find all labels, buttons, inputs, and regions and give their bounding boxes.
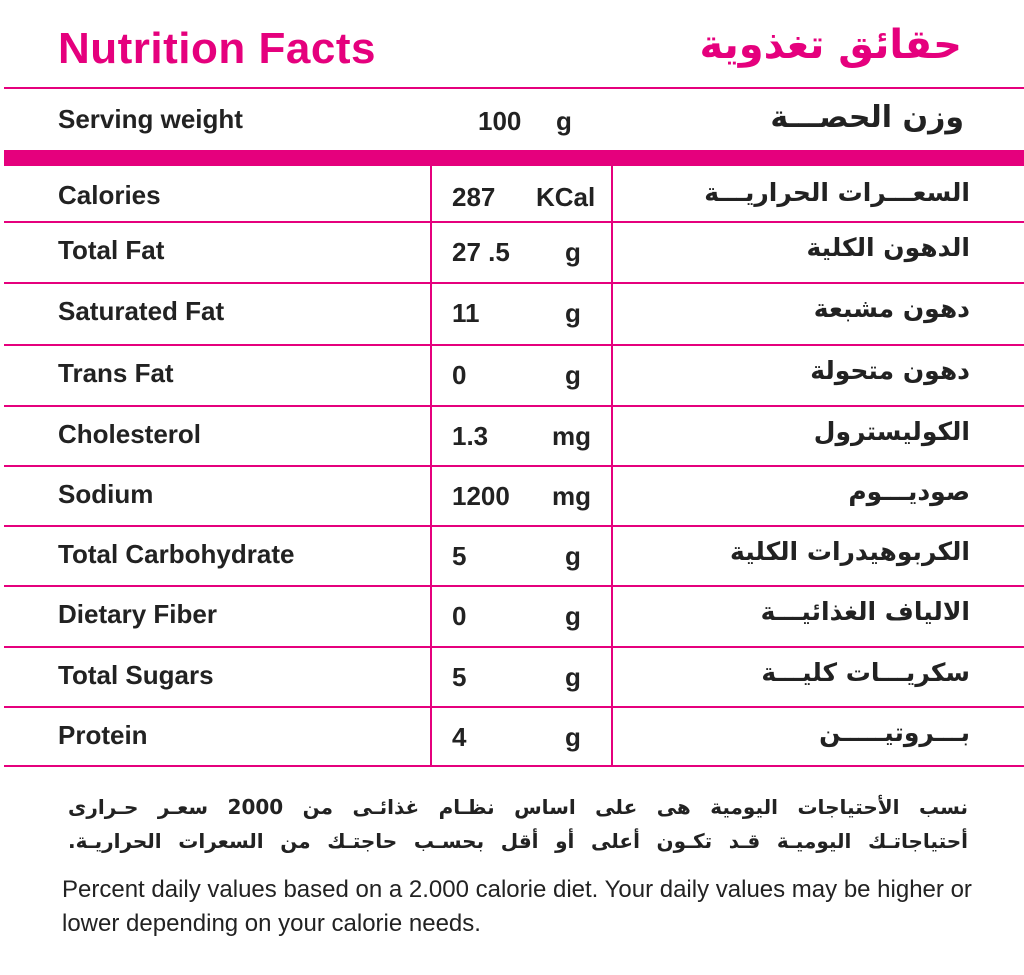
nutrient-label-en: Saturated Fat (58, 296, 225, 326)
nutrient-label-ar: صوديـــوم (848, 477, 970, 506)
note-english: Percent daily values based on a 2.000 ca… (62, 876, 972, 937)
nutrient-value: 5 (452, 662, 467, 692)
nutrient-unit: mg (552, 481, 591, 511)
serving-value: 100 (478, 106, 522, 136)
nutrient-value: 11 (452, 298, 480, 328)
serving-label-ar: وزن الحصـــة (770, 100, 964, 135)
row-divider (4, 646, 1024, 648)
nutrient-unit: mg (552, 421, 591, 451)
row-divider (4, 405, 1024, 407)
nutrient-label-en: Sodium (58, 479, 154, 509)
title-arabic: حقائق تغذوية (699, 22, 962, 68)
serving-label-en: Serving weight (58, 104, 243, 134)
nutrient-label-en: Protein (58, 720, 148, 750)
nutrient-label-ar: الكربوهيدرات الكلية (730, 537, 970, 566)
nutrient-label-ar: دهون متحولة (810, 356, 970, 385)
nutrient-label-en: Total Sugars (58, 660, 214, 690)
nutrient-value: 0 (452, 360, 467, 390)
nutrient-value: 4 (452, 722, 467, 752)
nutrient-value: 0 (452, 601, 467, 631)
nutrient-label-ar: دهون مشبعة (813, 294, 970, 323)
row-divider (4, 344, 1024, 346)
row-divider (4, 585, 1024, 587)
nutrient-label-en: Dietary Fiber (58, 599, 217, 629)
nutrient-label-en: Total Fat (58, 235, 165, 265)
nutrient-value: 5 (452, 541, 467, 571)
serving-unit: g (556, 106, 572, 136)
nutrient-label-en: Cholesterol (58, 419, 202, 449)
note-arabic-line2: أحتياجاتـك اليوميـة قـد تكـون أعلى أو أق… (68, 829, 968, 853)
nutrient-unit: g (565, 298, 581, 328)
nutrient-label-ar: السعـــرات الحراريـــة (704, 178, 970, 207)
row-divider (4, 465, 1024, 467)
nutrient-unit: g (565, 601, 581, 631)
nutrient-unit: KCal (536, 182, 596, 212)
nutrient-unit: g (565, 360, 581, 390)
thick-divider (4, 150, 1024, 166)
nutrient-unit: g (565, 722, 581, 752)
row-divider (4, 221, 1024, 223)
nutrient-value: 1200 (452, 481, 510, 511)
nutrient-value: 1.3 (452, 421, 489, 451)
row-divider (4, 765, 1024, 767)
nutrient-unit: g (565, 237, 581, 267)
row-divider (4, 282, 1024, 284)
divider (4, 87, 1024, 89)
nutrient-label-ar: بـــروتيـــــن (819, 718, 970, 747)
nutrient-label-en: Total Carbohydrate (58, 539, 295, 569)
nutrient-label-en: Calories (58, 180, 161, 210)
note-arabic-line1: نسب الأحتياجات اليومية هى على اساس نظـام… (68, 795, 968, 819)
nutrient-unit: g (565, 662, 581, 692)
title-english: Nutrition Facts (58, 24, 376, 73)
nutrient-value: 287 (452, 182, 496, 212)
nutrient-label-ar: سكريـــات كليـــة (761, 658, 970, 687)
nutrient-label-ar: الالياف الغذائيـــة (760, 597, 970, 626)
row-divider (4, 706, 1024, 708)
nutrient-unit: g (565, 541, 581, 571)
row-divider (4, 525, 1024, 527)
nutrient-value: 27 .5 (452, 237, 510, 267)
nutrient-label-ar: الدهون الكلية (806, 233, 970, 262)
nutrient-label-ar: الكوليسترول (813, 417, 970, 446)
nutrient-label-en: Trans Fat (58, 358, 174, 388)
